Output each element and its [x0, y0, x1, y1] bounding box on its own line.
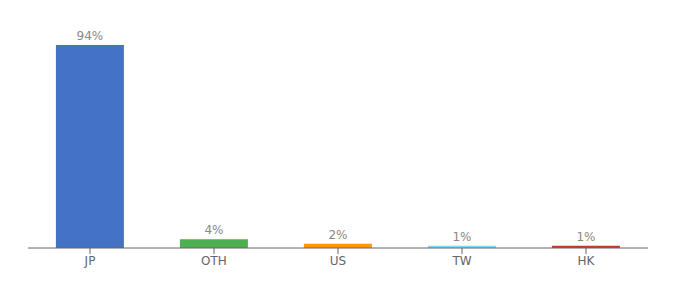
svg-text:2%: 2%: [328, 228, 347, 242]
svg-text:TW: TW: [451, 254, 471, 268]
svg-text:US: US: [330, 254, 346, 268]
svg-text:1%: 1%: [576, 230, 595, 244]
svg-text:94%: 94%: [77, 29, 104, 43]
svg-text:1%: 1%: [452, 230, 471, 244]
svg-text:HK: HK: [578, 254, 596, 268]
svg-text:4%: 4%: [204, 223, 223, 237]
svg-text:OTH: OTH: [201, 254, 227, 268]
svg-text:JP: JP: [84, 254, 96, 268]
